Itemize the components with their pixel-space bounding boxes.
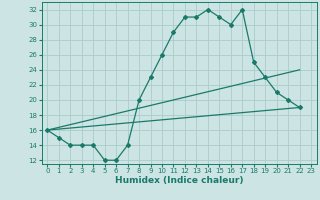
X-axis label: Humidex (Indice chaleur): Humidex (Indice chaleur)	[115, 176, 244, 185]
